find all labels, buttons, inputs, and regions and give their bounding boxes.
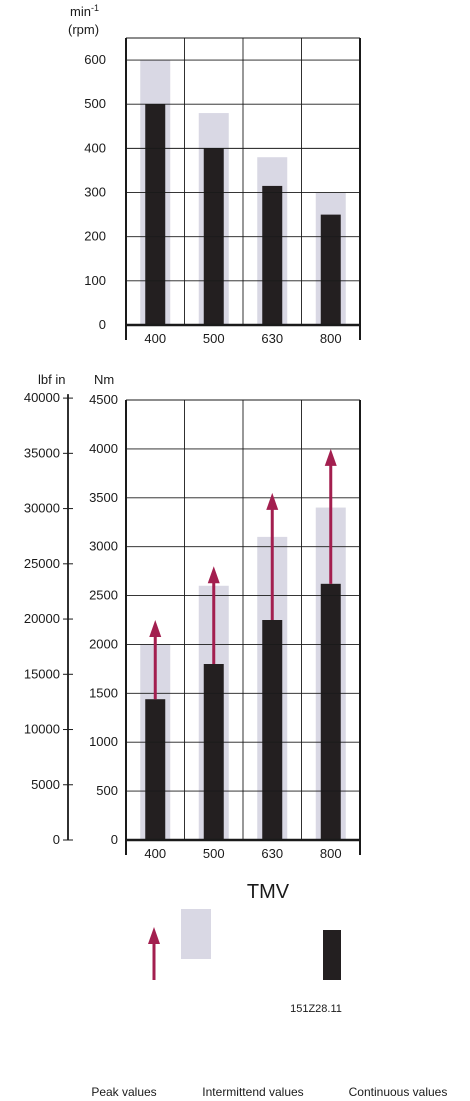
legend-peak-symbol [148, 927, 160, 980]
y-tick-label: 1000 [89, 734, 118, 749]
torque-unit-lbfin-label: lbf in [38, 372, 65, 387]
continuous-bar-800 [320, 214, 341, 325]
x-tick-label: 630 [261, 846, 283, 861]
secondary-y-tick-label: 40000 [24, 390, 60, 405]
legend-continuous-swatch [323, 930, 341, 980]
x-tick-label: 500 [203, 846, 225, 861]
y-tick-label: 100 [84, 273, 106, 288]
figure-code: 151Z28.11 [290, 1003, 342, 1015]
y-tick-label: 300 [84, 185, 106, 200]
x-tick-label: 400 [144, 846, 166, 861]
peak-arrow-head-630 [266, 492, 279, 510]
y-tick-label: 200 [84, 229, 106, 244]
continuous-bar-500 [203, 664, 224, 840]
speed-chart: min-1 (rpm) 0 100 200 300 400 500 600 400 500 630… [68, 3, 361, 346]
legend-intermittent-swatch [181, 909, 211, 959]
peak-arrow-head-400 [149, 620, 162, 637]
legend-peak-label: Peak values [91, 1085, 156, 1099]
y-tick-label: 3500 [89, 490, 118, 505]
continuous-bar-400 [145, 699, 166, 840]
y-tick-label: 2500 [89, 588, 118, 603]
continuous-bar-400 [145, 104, 166, 325]
y-tick-label: 2000 [89, 636, 118, 651]
secondary-y-tick-label: 20000 [24, 611, 60, 626]
secondary-y-tick-label: 30000 [24, 501, 60, 516]
speed-unit-rpm-label: (rpm) [68, 22, 99, 37]
y-tick-label: 0 [111, 832, 118, 847]
secondary-y-tick-label: 25000 [24, 556, 60, 571]
y-tick-label: 4500 [89, 392, 118, 407]
peak-arrow-head-500 [207, 566, 220, 584]
y-tick-label: 3000 [89, 539, 118, 554]
torque-chart: lbf in Nm 0 500 1000 1500 2000 2500 3000 3500 40… [24, 372, 361, 861]
y-tick-label: 600 [84, 52, 106, 67]
continuous-bar-630 [262, 620, 283, 840]
y-tick-label: 500 [84, 96, 106, 111]
speed-unit-label: min-1 [70, 3, 99, 19]
legend: 151Z28.11 Peak values Intermittend value… [91, 909, 447, 1099]
x-tick-label: 800 [320, 331, 342, 346]
torque-unit-nm-label: Nm [94, 372, 114, 387]
continuous-bar-630 [262, 185, 283, 325]
secondary-y-tick-label: 35000 [24, 445, 60, 460]
y-tick-label: 400 [84, 140, 106, 155]
legend-continuous-label: Continuous values [349, 1085, 448, 1099]
x-tick-label: 800 [320, 846, 342, 861]
y-tick-label: 500 [96, 783, 118, 798]
continuous-bar-800 [320, 583, 341, 840]
secondary-y-tick-label: 15000 [24, 666, 60, 681]
secondary-y-tick-label: 0 [53, 832, 60, 847]
secondary-y-tick-label: 5000 [31, 777, 60, 792]
legend-intermittent-label: Intermittend values [202, 1085, 303, 1099]
x-tick-label: 630 [261, 331, 283, 346]
y-tick-label: 1500 [89, 685, 118, 700]
x-axis-title: TMV [247, 881, 290, 903]
peak-arrow-head-800 [324, 448, 337, 466]
y-tick-label: 0 [99, 317, 106, 332]
y-tick-label: 4000 [89, 441, 118, 456]
x-tick-label: 500 [203, 331, 225, 346]
x-tick-label: 400 [144, 331, 166, 346]
secondary-y-tick-label: 10000 [24, 722, 60, 737]
